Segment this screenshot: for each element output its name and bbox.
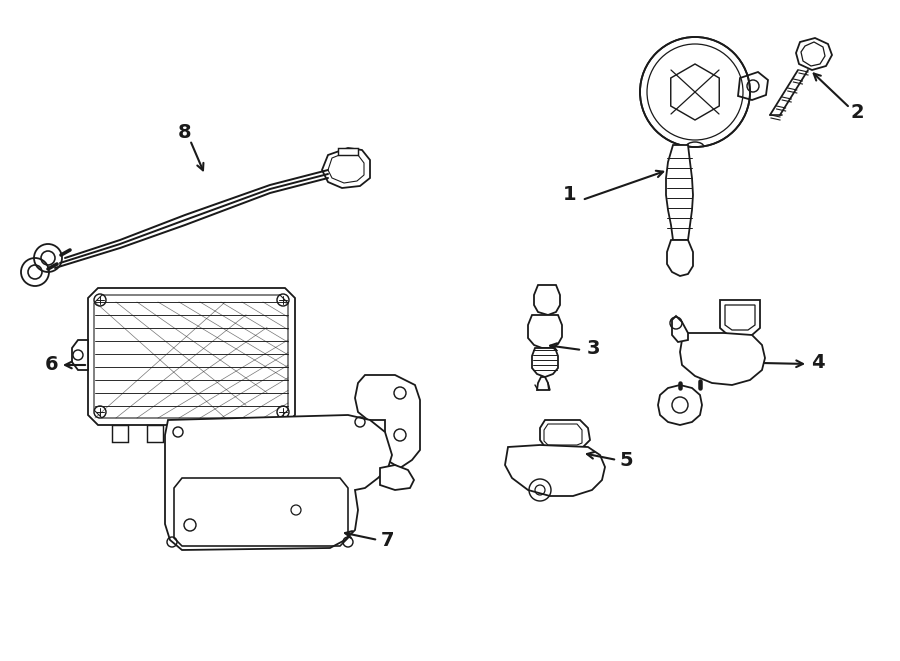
- Text: 5: 5: [619, 451, 633, 469]
- Text: 4: 4: [811, 352, 824, 371]
- Polygon shape: [658, 385, 702, 425]
- Polygon shape: [532, 348, 558, 377]
- Polygon shape: [667, 240, 693, 276]
- Text: 3: 3: [586, 338, 599, 358]
- Polygon shape: [355, 375, 420, 468]
- Polygon shape: [720, 300, 760, 335]
- Text: 8: 8: [178, 122, 192, 141]
- Polygon shape: [165, 415, 392, 550]
- Polygon shape: [184, 425, 200, 442]
- Text: 2: 2: [850, 102, 864, 122]
- Polygon shape: [112, 425, 128, 442]
- Circle shape: [640, 37, 750, 147]
- Polygon shape: [796, 38, 832, 70]
- Polygon shape: [254, 425, 270, 442]
- Polygon shape: [72, 340, 88, 370]
- Polygon shape: [672, 316, 688, 342]
- Polygon shape: [147, 425, 163, 442]
- Polygon shape: [88, 288, 295, 425]
- Polygon shape: [537, 377, 549, 390]
- Polygon shape: [338, 148, 358, 155]
- Polygon shape: [505, 445, 605, 496]
- Polygon shape: [220, 425, 236, 442]
- Polygon shape: [680, 333, 765, 385]
- Text: 7: 7: [382, 531, 395, 549]
- Text: 6: 6: [45, 356, 58, 375]
- Text: 1: 1: [563, 186, 577, 204]
- Polygon shape: [380, 465, 414, 490]
- Polygon shape: [540, 420, 590, 447]
- Polygon shape: [534, 285, 560, 315]
- Polygon shape: [322, 148, 370, 188]
- Polygon shape: [528, 315, 562, 348]
- Polygon shape: [666, 145, 693, 240]
